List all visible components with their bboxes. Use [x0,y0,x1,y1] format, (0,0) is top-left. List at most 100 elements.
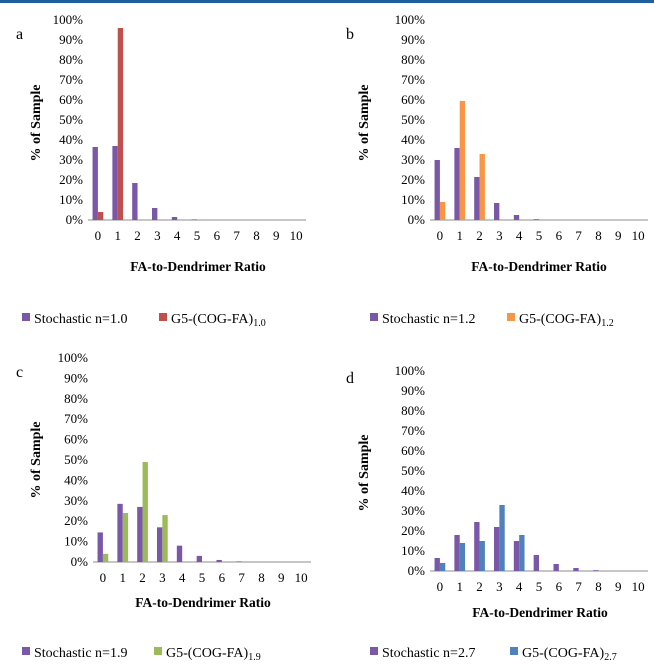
bar-stochastic-2 [474,177,480,220]
x-tick-label: 9 [615,579,622,594]
x-tick-label: 1 [456,579,463,594]
y-tick-label: 70% [59,72,83,87]
bar-stochastic-5 [196,555,202,562]
bar-g5-1 [117,28,124,220]
legend-swatch [510,647,518,655]
legend-label: Stochastic n=1.2 [382,312,475,327]
legend-swatch [159,313,167,321]
bar-g5-0 [439,563,446,571]
legend-label: Stochastic n=1.0 [34,312,127,327]
x-tick-label: 10 [632,228,645,243]
x-tick-label: 2 [476,228,483,243]
y-tick-label: 50% [401,112,425,127]
y-tick-label: 10% [59,192,83,207]
bar-stochastic-2 [474,522,480,571]
x-tick-label: 6 [219,570,226,585]
x-tick-label: 7 [238,570,245,585]
x-tick-label: 0 [437,579,444,594]
x-tick-label: 3 [159,570,166,585]
x-tick-label: 7 [233,228,240,243]
x-tick-label: 5 [194,228,201,243]
bar-g5-2 [479,541,485,571]
x-tick-label: 0 [100,570,107,585]
x-tick-label: 9 [615,228,622,243]
x-tick-label: 6 [556,228,563,243]
y-axis-label: % of Sample [29,85,44,162]
bar-stochastic-4 [513,541,520,571]
y-tick-label: 10% [64,534,88,549]
y-tick-label: 100% [395,363,426,378]
chart-panel-a: 0% 10% 20% 30% 40% 50% 60% 70% 80% 90% 100% 0 1 2 3 4 5 6… [16,12,306,329]
y-tick-label: 90% [401,383,425,398]
bar-g5-0 [97,212,104,220]
legend: Stochastic n=1.2 G5-(COG-FA)1.2 [370,312,614,329]
bar-stochastic-5 [191,219,197,220]
legend-swatch [22,313,30,321]
x-tick-label: 4 [516,228,523,243]
y-tick-label: 40% [401,483,425,498]
y-tick-label: 50% [59,112,83,127]
x-tick-label: 9 [278,570,285,585]
bar-stochastic-5 [533,555,539,571]
bar-stochastic-8 [593,570,599,571]
x-tick-label: 7 [575,228,582,243]
x-tick-label: 8 [258,570,265,585]
bar-g5-0 [439,202,446,220]
chart-panel-b: 0% 10% 20% 30% 40% 50% 60% 70% 80% 90% 100% 0 1 2 3 4 5 6… [346,12,648,329]
bar-stochastic-1 [112,146,118,220]
bar-stochastic-1 [454,148,460,220]
y-tick-label: 30% [64,493,88,508]
chart-panel-c: 0% 10% 20% 30% 40% 50% 60% 70% 80% 90% 100% 0 1 2 3 4 5 6… [16,350,311,663]
x-tick-label: 10 [632,579,645,594]
bar-stochastic-4 [513,215,520,220]
x-tick-label: 5 [199,570,206,585]
bar-g5-3 [162,515,168,562]
x-tick-label: 8 [595,228,602,243]
y-axis-label: % of Sample [29,422,44,499]
x-tick-label: 8 [253,228,260,243]
top-rule [0,0,654,3]
y-tick-label: 0% [408,563,426,578]
y-tick-label: 30% [59,152,83,167]
x-tick-label: 10 [290,228,303,243]
legend: Stochastic n=2.7 G5-(COG-FA)2.7 [370,646,617,663]
bar-stochastic-4 [176,545,183,562]
y-tick-label: 70% [401,423,425,438]
bar-stochastic-0 [434,160,440,220]
bar-stochastic-2 [137,506,143,562]
y-tick-label: 10% [401,543,425,558]
bar-stochastic-1 [454,535,460,571]
y-tick-label: 60% [401,443,425,458]
x-tick-label: 3 [154,228,161,243]
x-tick-label: 1 [119,570,126,585]
panel-letter: d [346,370,354,387]
y-tick-label: 80% [401,52,425,67]
x-tick-label: 4 [174,228,181,243]
panel-letter: c [16,364,23,381]
x-axis-label: FA-to-Dendrimer Ratio [130,259,266,274]
y-tick-label: 40% [59,132,83,147]
x-tick-label: 3 [496,579,503,594]
y-tick-label: 30% [401,503,425,518]
y-tick-label: 50% [401,463,425,478]
figure-canvas: 0%10%20%30%40%50%60%70%80%90%100%0 1 2 3 4 5 6… [16,12,648,663]
x-tick-label: 6 [214,228,221,243]
y-tick-label: 0% [71,554,89,569]
y-tick-label: 80% [401,403,425,418]
y-tick-label: 20% [401,523,425,538]
x-tick-label: 6 [556,579,563,594]
y-tick-label: 80% [59,52,83,67]
bar-g5-1 [459,101,466,220]
bar-stochastic-7 [573,568,579,571]
x-tick-label: 5 [536,579,543,594]
bar-g5-2 [142,462,148,562]
chart-panel-d: 0% 10% 20% 30% 40% 50% 60% 70% 80% 90% 100% 0 1 2 3 4 5 6… [346,363,648,663]
x-tick-label: 7 [575,579,582,594]
y-tick-label: 100% [53,12,84,27]
legend-label: G5-(COG-FA)1.9 [166,646,261,663]
x-tick-label: 10 [295,570,308,585]
panel-letter: a [16,26,23,43]
y-tick-label: 60% [64,432,88,447]
x-tick-label: 9 [273,228,280,243]
y-axis-label: % of Sample [357,435,372,512]
